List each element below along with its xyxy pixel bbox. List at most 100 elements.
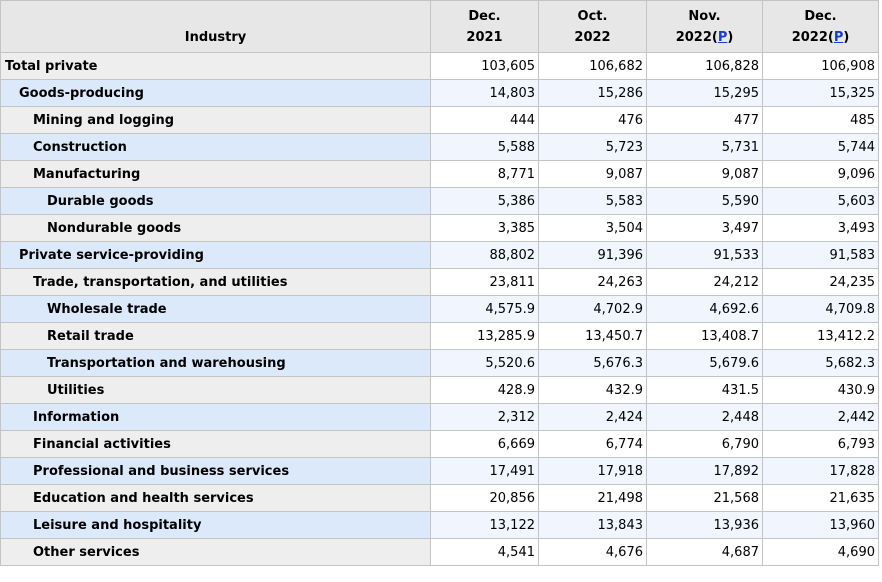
- industry-label: Professional and business services: [0, 457, 431, 485]
- employment-value: 5,583: [538, 187, 647, 215]
- industry-label: Goods-producing: [0, 79, 431, 107]
- employment-value: 91,583: [762, 241, 879, 269]
- employment-value: 3,504: [538, 214, 647, 242]
- column-header-oct-2022: Oct. 2022: [538, 0, 647, 53]
- employment-value: 13,408.7: [646, 322, 763, 350]
- industry-label: Wholesale trade: [0, 295, 431, 323]
- employment-value: 17,918: [538, 457, 647, 485]
- employment-value: 24,212: [646, 268, 763, 296]
- employment-value: 13,960: [762, 511, 879, 539]
- column-header-month: Nov.: [688, 8, 721, 24]
- employment-value: 6,793: [762, 430, 879, 458]
- industry-label: Information: [0, 403, 431, 431]
- column-header-month: Dec.: [804, 8, 837, 24]
- column-header-nov-2022: Nov. 2022(P): [646, 0, 763, 53]
- employment-value: 5,682.3: [762, 349, 879, 377]
- preliminary-link[interactable]: P: [717, 29, 728, 45]
- table-row: Goods-producing 14,803 15,286 15,295 15,325: [0, 79, 879, 107]
- employment-value: 5,744: [762, 133, 879, 161]
- table-row: Utilities 428.9 432.9 431.5 430.9: [0, 376, 879, 404]
- employment-value: 20,856: [430, 484, 539, 512]
- employment-value: 13,285.9: [430, 322, 539, 350]
- industry-label: Mining and logging: [0, 106, 431, 134]
- employment-value: 4,702.9: [538, 295, 647, 323]
- employment-value: 15,295: [646, 79, 763, 107]
- employment-value: 4,709.8: [762, 295, 879, 323]
- employment-value: 6,669: [430, 430, 539, 458]
- employment-value: 431.5: [646, 376, 763, 404]
- industry-label: Durable goods: [0, 187, 431, 215]
- industry-label: Utilities: [0, 376, 431, 404]
- employment-value: 91,396: [538, 241, 647, 269]
- employment-value: 13,843: [538, 511, 647, 539]
- employment-value: 23,811: [430, 268, 539, 296]
- employment-value: 432.9: [538, 376, 647, 404]
- employment-value: 9,087: [538, 160, 647, 188]
- industry-label: Other services: [0, 538, 431, 566]
- column-header-year: 2021: [466, 29, 503, 45]
- employment-value: 106,682: [538, 52, 647, 80]
- employment-value: 5,386: [430, 187, 539, 215]
- employment-value: 13,122: [430, 511, 539, 539]
- employment-value: 4,676: [538, 538, 647, 566]
- employment-value: 15,325: [762, 79, 879, 107]
- employment-value: 21,568: [646, 484, 763, 512]
- employment-value: 24,235: [762, 268, 879, 296]
- employment-value: 103,605: [430, 52, 539, 80]
- employment-value: 430.9: [762, 376, 879, 404]
- employment-value: 4,575.9: [430, 295, 539, 323]
- employment-value: 6,774: [538, 430, 647, 458]
- employment-value: 4,541: [430, 538, 539, 566]
- column-header-dec-2022: Dec. 2022(P): [762, 0, 879, 53]
- employment-value: 17,892: [646, 457, 763, 485]
- table-row: Education and health services 20,856 21,49…: [0, 484, 879, 512]
- column-header-month: Dec.: [468, 8, 501, 24]
- table-row: Private service-providing 88,802 91,396 91,…: [0, 241, 879, 269]
- employment-value: 6,790: [646, 430, 763, 458]
- table-row: Other services 4,541 4,676 4,687 4,690: [0, 538, 879, 566]
- employment-value: 13,412.2: [762, 322, 879, 350]
- employment-value: 106,828: [646, 52, 763, 80]
- employment-value: 485: [762, 106, 879, 134]
- industry-label: Private service-providing: [0, 241, 431, 269]
- employment-value: 21,635: [762, 484, 879, 512]
- employment-value: 5,676.3: [538, 349, 647, 377]
- employment-value: 17,828: [762, 457, 879, 485]
- employment-value: 4,692.6: [646, 295, 763, 323]
- employment-value: 14,803: [430, 79, 539, 107]
- table-row: Nondurable goods 3,385 3,504 3,497 3,493: [0, 214, 879, 242]
- table-row: Professional and business services 17,491…: [0, 457, 879, 485]
- employment-value: 3,385: [430, 214, 539, 242]
- employment-value: 15,286: [538, 79, 647, 107]
- employment-value: 9,096: [762, 160, 879, 188]
- column-header-close: ): [727, 29, 734, 45]
- employment-value: 2,312: [430, 403, 539, 431]
- employment-value: 9,087: [646, 160, 763, 188]
- table-row: Total private 103,605 106,682 106,828 106,90…: [0, 52, 879, 80]
- industry-label: Retail trade: [0, 322, 431, 350]
- table-row: Durable goods 5,386 5,583 5,590 5,603: [0, 187, 879, 215]
- employment-value: 428.9: [430, 376, 539, 404]
- employment-value: 106,908: [762, 52, 879, 80]
- column-header-dec-2021: Dec. 2021: [430, 0, 539, 53]
- preliminary-link[interactable]: P: [833, 29, 844, 45]
- employment-value: 5,731: [646, 133, 763, 161]
- employment-value: 477: [646, 106, 763, 134]
- employment-value: 444: [430, 106, 539, 134]
- table-row: Construction 5,588 5,723 5,731 5,744: [0, 133, 879, 161]
- industry-label: Education and health services: [0, 484, 431, 512]
- table-row: Financial activities 6,669 6,774 6,790 6,793: [0, 430, 879, 458]
- table-row: Information 2,312 2,424 2,448 2,442: [0, 403, 879, 431]
- column-header-year: 2022: [574, 29, 611, 45]
- employment-value: 476: [538, 106, 647, 134]
- industry-label: Trade, transportation, and utilities: [0, 268, 431, 296]
- industry-label: Total private: [0, 52, 431, 80]
- industry-label: Leisure and hospitality: [0, 511, 431, 539]
- employment-table: Industry Dec. 2021 Oct. 2022 Nov. 2022(P…: [0, 0, 879, 566]
- employment-value: 5,723: [538, 133, 647, 161]
- table-body: Total private 103,605 106,682 106,828 106,90…: [0, 52, 879, 566]
- industry-label: Transportation and warehousing: [0, 349, 431, 377]
- employment-value: 3,493: [762, 214, 879, 242]
- employment-value: 13,450.7: [538, 322, 647, 350]
- industry-label: Manufacturing: [0, 160, 431, 188]
